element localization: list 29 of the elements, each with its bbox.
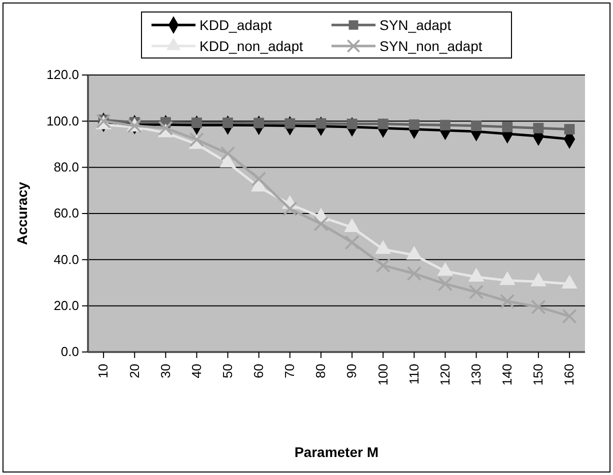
y-tick-label: 120.0: [46, 67, 79, 82]
y-tick-label: 40.0: [54, 252, 79, 267]
legend-label: KDD_adapt: [200, 17, 272, 33]
x-tick-label: 140: [500, 364, 515, 386]
x-tick-label: 120: [437, 364, 452, 386]
y-tick-label: 80.0: [54, 159, 79, 174]
x-tick-label: 50: [220, 364, 235, 378]
y-tick-label: 100.0: [46, 113, 79, 128]
x-tick-label: 110: [406, 364, 422, 385]
x-tick-label: 10: [96, 364, 111, 378]
x-tick-label: 70: [282, 364, 298, 378]
y-tick-label: 0.0: [60, 344, 79, 360]
legend-label: KDD_non_adapt: [200, 38, 304, 54]
x-tick-label: 150: [530, 364, 546, 386]
x-tick-label: 90: [344, 364, 360, 378]
legend-label: SYN_non_adapt: [380, 38, 482, 54]
x-tick-label: 30: [158, 364, 173, 378]
x-tick-label: 60: [251, 364, 266, 378]
x-tick-label: 160: [562, 364, 577, 386]
y-tick-label: 60.0: [54, 206, 79, 221]
x-tick-label: 40: [188, 364, 204, 378]
y-tick-label: 20.0: [54, 298, 79, 313]
x-tick-label: 20: [126, 364, 142, 378]
x-tick-label: 80: [313, 364, 328, 378]
legend-label: SYN_adapt: [380, 17, 452, 33]
x-axis-title: Parameter M: [294, 444, 379, 460]
x-tick-label: 100: [375, 364, 390, 386]
y-axis-title: Accuracy: [14, 182, 30, 246]
x-tick-label: 130: [468, 364, 484, 386]
